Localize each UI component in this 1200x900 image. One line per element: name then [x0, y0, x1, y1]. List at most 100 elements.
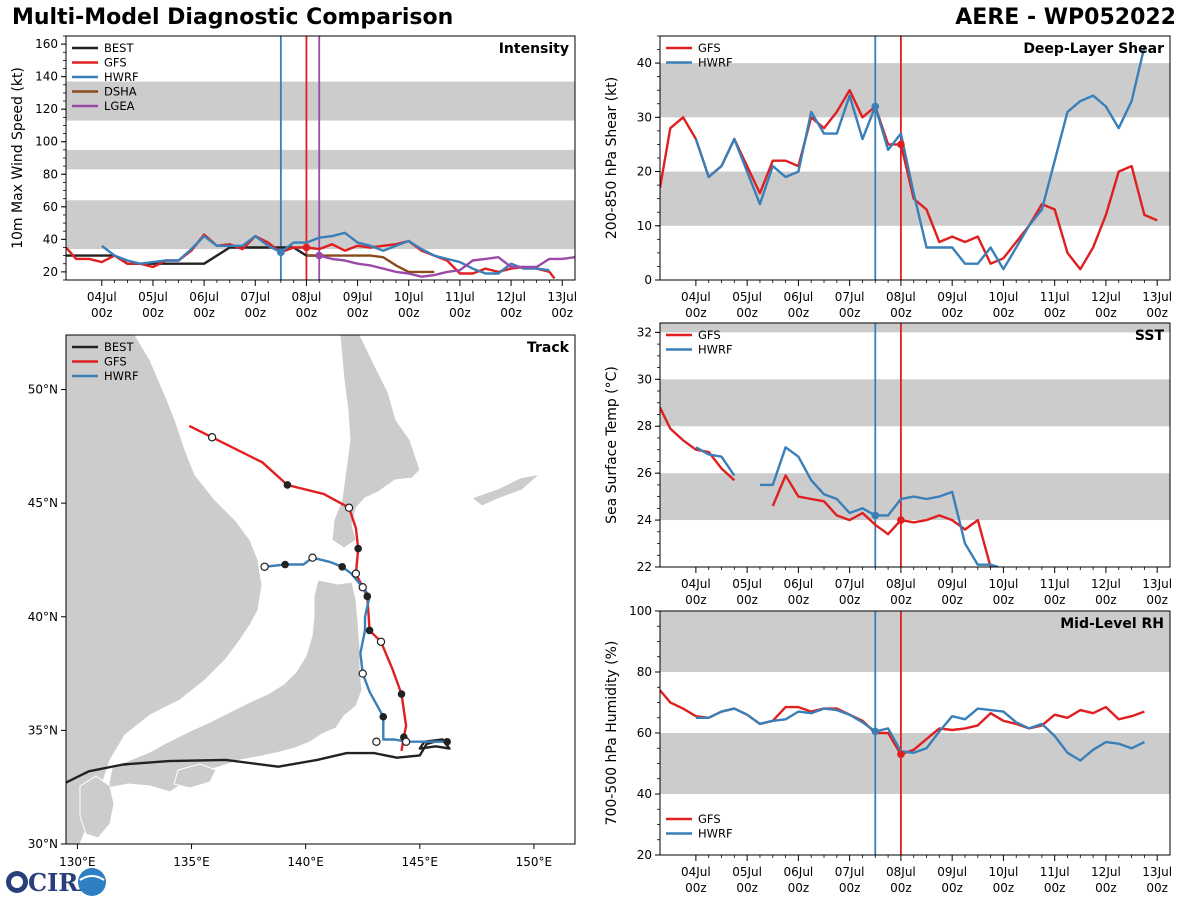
shear-ylabel: 200-850 hPa Shear (kt)	[604, 77, 620, 239]
sst-ylabel: Sea Surface Temp (°C)	[604, 366, 620, 524]
intensity-series-dsha	[306, 254, 435, 274]
track-xtick-label: 145°E	[402, 855, 439, 869]
sst-xtick-hour: 00z	[736, 593, 758, 607]
rh-xtick-hour: 00z	[1095, 881, 1117, 895]
sst-panel	[660, 323, 1170, 567]
sst-xtick-hour: 00z	[941, 593, 963, 607]
intensity-xtick-hour: 00z	[296, 306, 318, 320]
sst-series-hwrf	[695, 446, 999, 567]
intensity-xtick-day: 12Jul	[496, 290, 526, 304]
intensity-band-2	[66, 81, 575, 121]
shear-band-1	[660, 63, 1170, 118]
intensity-ytick-label: 20	[43, 265, 58, 279]
rh-xtick-hour: 00z	[1146, 881, 1168, 895]
intensity-ytick-label: 140	[35, 70, 58, 84]
shear-xtick-hour: 00z	[993, 306, 1015, 320]
track-hwrf-marker-open-4	[372, 737, 381, 746]
rh-ytick-label: 60	[637, 726, 652, 740]
shear-xtick-day: 09Jul	[937, 290, 967, 304]
sst-xtick-hour: 00z	[993, 593, 1015, 607]
sst-xtick-hour: 00z	[788, 593, 810, 607]
rh-xtick-hour: 00z	[941, 881, 963, 895]
track-xtick-label: 135°E	[173, 855, 210, 869]
shear-series-hwrf	[694, 46, 1146, 271]
shear-xtick-day: 11Jul	[1040, 290, 1070, 304]
intensity-legend-label: HWRF	[104, 70, 139, 84]
track-gfs-marker-filled-2	[365, 626, 374, 635]
sst-band-1	[660, 379, 1170, 427]
rh-gfs-init-dot	[897, 750, 905, 759]
rh-legend-label: HWRF	[698, 827, 733, 841]
intensity-series-lgea	[318, 254, 575, 278]
sst-xtick-day: 04Jul	[681, 577, 711, 591]
track-gfs-marker-open-3	[376, 637, 386, 646]
track-hwrf-marker-filled-2	[363, 592, 372, 601]
intensity-ytick-label: 40	[43, 232, 58, 246]
intensity-legend-label: LGEA	[104, 99, 135, 113]
track-hwrf-marker-open-0	[260, 562, 269, 571]
intensity-xtick-day: 08Jul	[292, 290, 322, 304]
shear-xtick-hour: 00z	[788, 306, 810, 320]
track-xtick-label: 150°E	[516, 855, 553, 869]
cira-logo: CIRA	[6, 868, 106, 897]
intensity-ytick-label: 160	[35, 37, 58, 51]
intensity-ytick-label: 80	[43, 167, 58, 181]
shear-xtick-day: 04Jul	[681, 290, 711, 304]
rh-xtick-day: 10Jul	[989, 865, 1019, 879]
rh-ytick-label: 20	[637, 848, 652, 862]
sst-frame	[659, 322, 1171, 568]
rh-ytick-label: 40	[637, 787, 652, 801]
track-xtick-label: 140°E	[287, 855, 324, 869]
rh-ylabel: 700-500 hPa Humidity (%)	[604, 641, 620, 826]
track-gfs-marker-filled-0	[283, 481, 292, 489]
shear-xtick-day: 07Jul	[835, 290, 865, 304]
track-ytick-label: 50°N	[28, 383, 58, 397]
rh-legend-label: GFS	[698, 812, 721, 826]
track-ytick-label: 35°N	[28, 723, 58, 737]
intensity-xtick-day: 11Jul	[445, 290, 475, 304]
rh-xtick-day: 07Jul	[835, 865, 865, 879]
intensity-band-0	[66, 200, 575, 250]
intensity-series-hwrf	[101, 231, 550, 275]
intensity-band-1	[66, 149, 575, 170]
track-hwrf-marker-filled-1	[338, 562, 346, 571]
intensity-xtick-day: 04Jul	[87, 290, 117, 304]
rh-ytick-label: 80	[637, 665, 652, 679]
sst-legend-label: HWRF	[698, 343, 733, 357]
track-hwrf-marker-open-1	[308, 553, 317, 562]
intensity-xtick-day: 10Jul	[394, 290, 424, 304]
shear-xtick-hour: 00z	[736, 306, 758, 320]
intensity-legend-label: DSHA	[104, 85, 137, 99]
sst-xtick-day: 11Jul	[1040, 577, 1070, 591]
intensity-hwrf-init-dot	[277, 248, 285, 257]
track-gfs-marker-open-0	[207, 433, 217, 442]
sst-xtick-hour: 00z	[685, 593, 707, 607]
sst-xtick-hour: 00z	[1044, 593, 1066, 607]
shear-gfs-init-dot	[897, 140, 905, 149]
shear-xtick-hour: 00z	[685, 306, 707, 320]
rh-series-hwrf	[695, 707, 1145, 762]
rh-xtick-day: 05Jul	[732, 865, 762, 879]
intensity-gfs-init-dot	[302, 243, 311, 252]
sst-ytick-label: 30	[637, 372, 652, 386]
rh-band-0	[660, 733, 1170, 794]
sst-xtick-day: 08Jul	[886, 577, 916, 591]
shear-xtick-hour: 00z	[941, 306, 963, 320]
track-hwrf-marker-open-2	[358, 583, 367, 592]
track-series-best	[66, 738, 451, 784]
track-ytick-label: 40°N	[28, 610, 58, 624]
shear-xtick-hour: 00z	[1095, 306, 1117, 320]
sst-xtick-day: 09Jul	[937, 577, 967, 591]
shear-ytick-label: 20	[637, 165, 652, 179]
track-gfs-marker-open-4	[401, 737, 411, 746]
intensity-xtick-day: 13Jul	[547, 290, 577, 304]
intensity-xtick-day: 06Jul	[189, 290, 219, 304]
sst-legend-label: GFS	[698, 328, 721, 342]
track-series-gfs	[188, 424, 408, 752]
shear-ytick-label: 0	[644, 273, 652, 287]
intensity-ytick-label: 60	[43, 200, 58, 214]
sst-xtick-hour: 00z	[839, 593, 861, 607]
rh-xtick-hour: 00z	[890, 881, 912, 895]
intensity-legend-label: BEST	[104, 41, 134, 55]
